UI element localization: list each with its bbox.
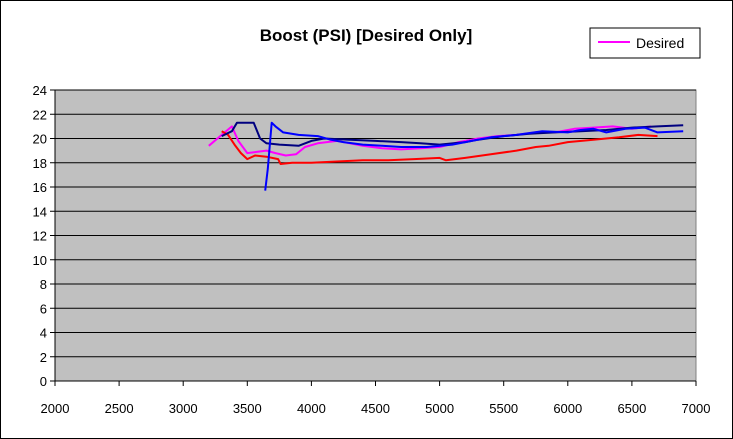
series-line-3	[221, 121, 684, 147]
grid-lines	[55, 89, 696, 358]
y-tick-label: 4	[40, 326, 47, 341]
x-tick-label: 7000	[682, 401, 711, 416]
x-tick-label: 3000	[169, 401, 198, 416]
legend: Desired	[589, 27, 701, 59]
x-tick-label: 5000	[425, 401, 454, 416]
series-line-2	[221, 130, 658, 165]
chart-title: Boost (PSI) [Desired Only]	[260, 26, 473, 45]
x-tick-label: 2000	[41, 401, 70, 416]
y-tick-label: 18	[33, 156, 47, 171]
y-tick-label: 10	[33, 253, 47, 268]
series-lines	[208, 121, 684, 191]
y-tick-label: 2	[40, 350, 47, 365]
y-tick-label: 24	[33, 83, 47, 98]
x-tick-label: 3500	[233, 401, 262, 416]
x-tick-label: 6500	[617, 401, 646, 416]
series-line-4	[264, 121, 684, 191]
y-tick-label: 8	[40, 277, 47, 292]
y-tick-label: 16	[33, 180, 47, 195]
x-tick-label: 2500	[105, 401, 134, 416]
y-tick-label: 0	[40, 374, 47, 389]
x-tick-label: 5500	[489, 401, 518, 416]
x-tick-label: 4500	[361, 401, 390, 416]
x-tick-label: 6000	[553, 401, 582, 416]
legend-label-desired: Desired	[636, 35, 684, 51]
x-axis-ticks: 2000 2500 3000 3500 4000 4500 5000 5500 6000 6500…	[41, 381, 711, 416]
y-tick-label: 6	[40, 301, 47, 316]
y-tick-label: 22	[33, 107, 47, 122]
x-tick-label: 4000	[297, 401, 326, 416]
y-tick-label: 14	[33, 204, 47, 219]
y-tick-label: 20	[33, 132, 47, 147]
y-tick-label: 12	[33, 229, 47, 244]
